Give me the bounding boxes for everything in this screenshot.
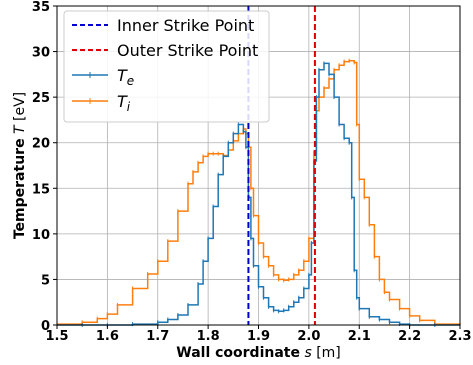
x-tick-label: 2.0 [297,329,320,344]
y-tick-label: 10 [32,228,50,243]
x-tick-label: 2.1 [348,329,371,344]
x-tick-label: 2.3 [448,329,471,344]
x-axis-label: Wall coordinate s [m] [176,345,341,361]
x-tick-label: 1.8 [197,329,220,344]
legend-box [63,10,270,123]
legend: Inner Strike Point Outer Strike Point Te… [63,10,270,123]
y-tick-label: 35 [32,0,50,15]
y-axis-ticks: 0 5 10 15 20 25 30 35 [32,0,57,334]
legend-ti-label: Ti [117,92,131,114]
x-tick-label: 2.2 [398,329,421,344]
x-tick-label: 1.7 [146,329,169,344]
x-tick-label: 1.6 [96,329,119,344]
y-tick-label: 30 [32,46,50,61]
y-tick-label: 5 [41,273,50,288]
y-tick-label: 0 [41,319,50,334]
x-tick-label: 1.9 [247,329,270,344]
y-tick-label: 20 [32,137,50,152]
legend-inner-strike-label: Inner Strike Point [117,16,254,35]
legend-outer-strike-label: Outer Strike Point [117,41,258,60]
y-tick-label: 25 [32,91,50,106]
series-layer [56,58,461,327]
legend-te-label: Te [117,66,134,88]
y-axis-label: Temperature T [eV] [12,92,28,239]
x-tick-label: 1.5 [45,329,68,344]
y-tick-label: 15 [32,182,50,197]
strike-point-lines [247,6,316,325]
x-axis-ticks: 1.5 1.6 1.7 1.8 1.9 2.0 2.1 2.2 2.3 [45,325,472,344]
